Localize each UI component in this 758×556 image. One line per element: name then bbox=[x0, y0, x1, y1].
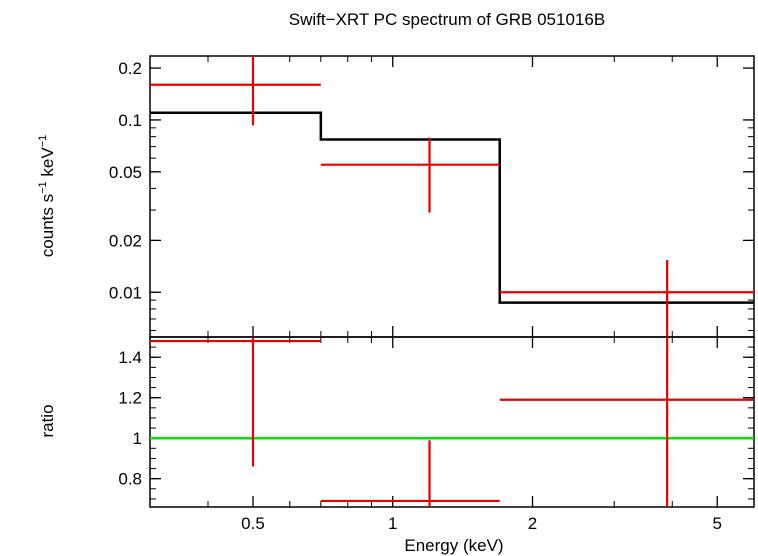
spectrum-data-point bbox=[499, 259, 754, 337]
spectrum-ytick-label: 0.01 bbox=[109, 283, 142, 302]
model-step-line bbox=[150, 111, 754, 304]
x-axis-label: Energy (keV) bbox=[404, 536, 503, 555]
ratio-ytick-label: 1.2 bbox=[118, 389, 142, 408]
ratio-ytick-label: 0.8 bbox=[118, 470, 142, 489]
ratio-data-point bbox=[150, 337, 321, 467]
x-tick-label: 2 bbox=[528, 514, 537, 533]
y-axis-label-spectrum: counts s−1 keV−1 bbox=[37, 135, 57, 257]
spectrum-ytick-label: 0.2 bbox=[118, 59, 142, 78]
spectrum-plot-area bbox=[150, 56, 754, 337]
ratio-panel: 0.8 1 1.2 1.4 bbox=[118, 336, 755, 508]
spectrum-ytick-label: 0.1 bbox=[118, 111, 142, 130]
spectrum-frame bbox=[149, 55, 755, 338]
ratio-data-point bbox=[320, 440, 500, 507]
ratio-ytick-label: 1.4 bbox=[118, 348, 142, 367]
x-tick-label: 1 bbox=[388, 514, 397, 533]
x-tick-label: 5 bbox=[713, 514, 722, 533]
ratio-plot-area bbox=[150, 337, 754, 507]
ratio-frame bbox=[149, 336, 755, 508]
y-axis-label-ratio: ratio bbox=[38, 404, 57, 437]
ratio-ytick-label: 1 bbox=[133, 429, 142, 448]
chart-title: Swift−XRT PC spectrum of GRB 051016B bbox=[289, 10, 605, 29]
ratio-data-point bbox=[499, 337, 754, 507]
spectrum-panel: 0.2 0.1 0.05 0.02 0.01 bbox=[109, 55, 755, 338]
spectrum-data-point bbox=[320, 137, 500, 213]
spectrum-ytick-label: 0.02 bbox=[109, 231, 142, 250]
x-tick-label: 0.5 bbox=[241, 514, 265, 533]
spectrum-data-point bbox=[150, 56, 321, 126]
x-axis: 0.5 1 2 5 bbox=[241, 514, 722, 533]
spectrum-ytick-label: 0.05 bbox=[109, 163, 142, 182]
